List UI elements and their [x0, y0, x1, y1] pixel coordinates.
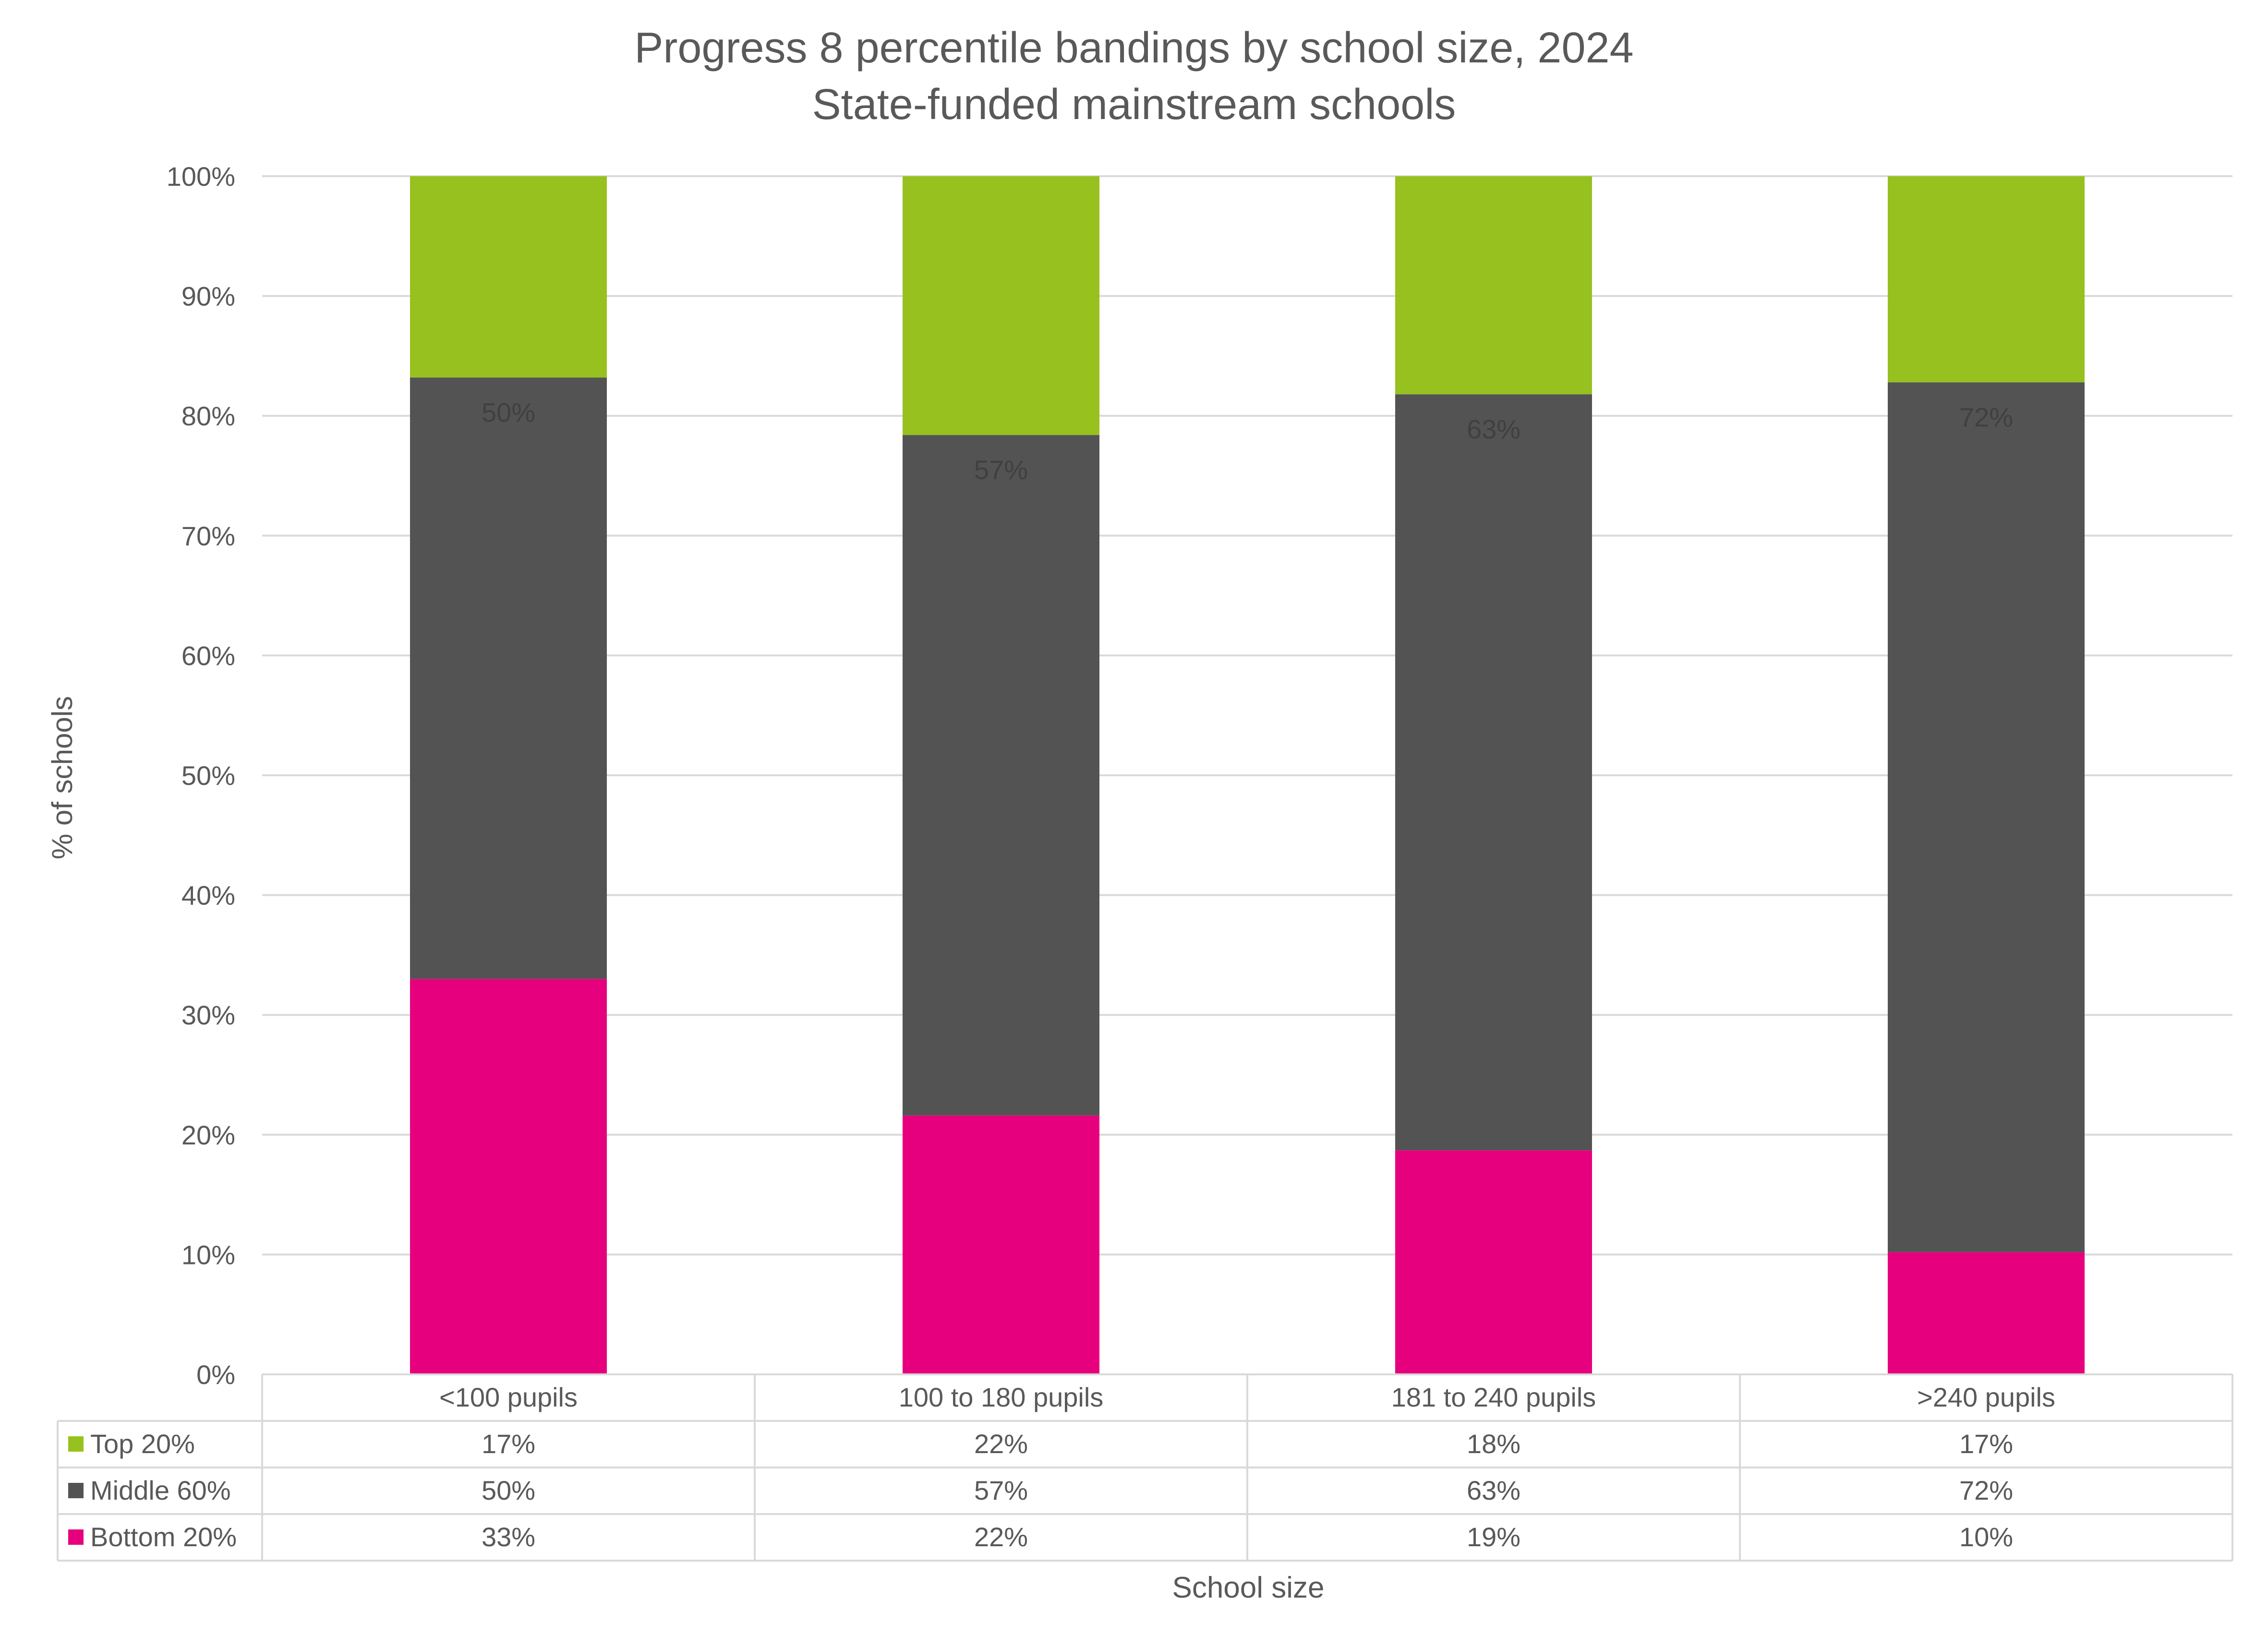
bar-middle — [1888, 382, 2085, 1252]
legend-key-swatch — [68, 1436, 84, 1452]
bar-middle — [903, 435, 1099, 1116]
table-data-cell: 18% — [1467, 1429, 1520, 1459]
legend-key-label: Top 20% — [90, 1429, 195, 1459]
bar-middle — [410, 377, 607, 979]
data-label-middle: 63% — [1467, 414, 1520, 444]
data-label-middle: 72% — [1959, 402, 2013, 432]
y-tick-label: 70% — [181, 521, 235, 551]
bar-bottom — [1395, 1150, 1592, 1374]
table-data-cell: 22% — [974, 1429, 1028, 1459]
legend-key-label: Middle 60% — [90, 1475, 231, 1505]
bars — [410, 176, 2085, 1374]
table-header-cell: <100 pupils — [439, 1382, 578, 1412]
bar-bottom — [1888, 1252, 2085, 1374]
y-tick-label: 80% — [181, 401, 235, 431]
bar-bottom — [903, 1115, 1099, 1374]
y-tick-label: 100% — [167, 161, 235, 192]
bar-middle — [1395, 394, 1592, 1151]
table-data-cell: 19% — [1467, 1522, 1520, 1552]
chart-subtitle: State-funded mainstream schools — [812, 81, 1456, 129]
y-tick-label: 30% — [181, 1000, 235, 1030]
legend-key-label: Bottom 20% — [90, 1522, 237, 1552]
table-data-cell: 10% — [1959, 1522, 2013, 1552]
y-tick-label: 0% — [196, 1359, 235, 1390]
bar-top — [903, 176, 1099, 435]
x-axis-label: School size — [1172, 1571, 1324, 1604]
data-labels: 50% 57% 63% 72% — [482, 397, 2013, 485]
y-tick-label: 90% — [181, 281, 235, 312]
legend-key-swatch — [68, 1529, 84, 1545]
bar-bottom — [410, 979, 607, 1374]
table-header-cell: 181 to 240 pupils — [1391, 1382, 1596, 1412]
y-tick-label: 10% — [181, 1239, 235, 1270]
table-data-cell: 50% — [482, 1475, 535, 1505]
table-data-cell: 17% — [1959, 1429, 2013, 1459]
y-tick-label: 20% — [181, 1120, 235, 1150]
table-data-cell: 57% — [974, 1475, 1028, 1505]
data-label-middle: 57% — [974, 455, 1028, 485]
y-tick-label: 60% — [181, 640, 235, 671]
table-data-cell: 72% — [1959, 1475, 2013, 1505]
bar-top — [1888, 176, 2085, 383]
chart-title: Progress 8 percentile bandings by school… — [634, 24, 1633, 72]
table-header-cell: 100 to 180 pupils — [899, 1382, 1104, 1412]
bar-top — [410, 176, 607, 378]
data-table: <100 pupils 100 to 180 pupils 181 to 240 p… — [57, 1373, 2233, 1562]
bar-top — [1395, 176, 1592, 395]
table-data-cell: 17% — [482, 1429, 535, 1459]
y-axis-label: % of schools — [46, 696, 78, 859]
table-data-cell: 22% — [974, 1522, 1028, 1552]
data-label-middle: 50% — [482, 397, 535, 427]
table-header-cell: >240 pupils — [1917, 1382, 2055, 1412]
legend-key-swatch — [68, 1483, 84, 1498]
y-tick-label: 50% — [181, 760, 235, 791]
y-tick-label: 40% — [181, 880, 235, 911]
table-data-cell: 33% — [482, 1522, 535, 1552]
table-data-cell: 63% — [1467, 1475, 1520, 1505]
